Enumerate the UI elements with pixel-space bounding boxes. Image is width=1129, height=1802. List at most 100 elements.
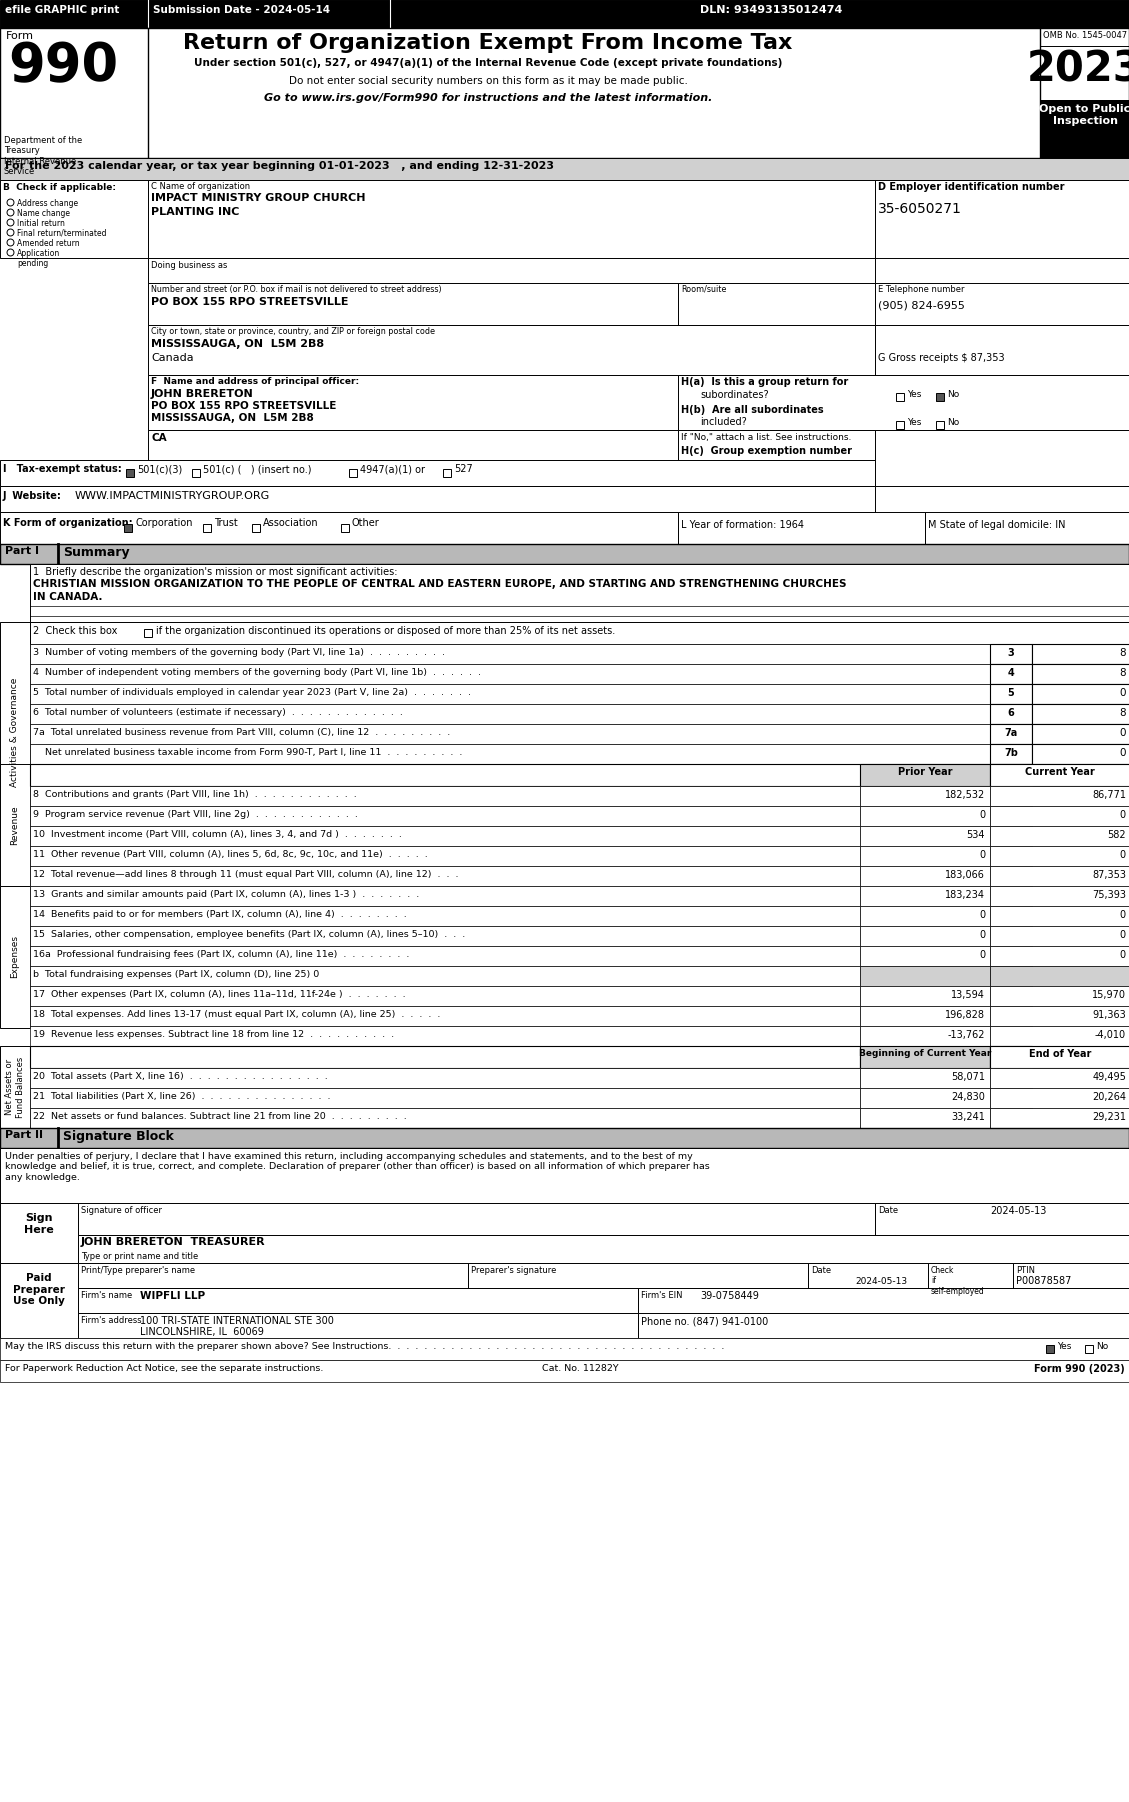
Bar xyxy=(990,845,1032,867)
Bar xyxy=(875,1204,1129,1234)
Bar xyxy=(78,1234,1129,1263)
Text: Expenses: Expenses xyxy=(10,935,19,978)
Bar xyxy=(990,685,1032,705)
Text: 0: 0 xyxy=(1120,930,1126,941)
Text: Amended return: Amended return xyxy=(17,240,80,249)
Bar xyxy=(860,1069,990,1088)
Bar xyxy=(78,1263,469,1288)
Text: 0: 0 xyxy=(979,851,984,860)
Text: Date: Date xyxy=(811,1267,831,1276)
Text: 9  Program service revenue (Part VIII, line 2g)  .  .  .  .  .  .  .  .  .  .  .: 9 Program service revenue (Part VIII, li… xyxy=(33,811,358,818)
Bar xyxy=(990,764,1129,786)
Text: LINCOLNSHIRE, IL  60069: LINCOLNSHIRE, IL 60069 xyxy=(140,1326,264,1337)
Text: Association: Association xyxy=(263,517,318,528)
Text: Submission Date - 2024-05-14: Submission Date - 2024-05-14 xyxy=(154,5,330,14)
Bar xyxy=(990,867,1129,887)
Text: 21  Total liabilities (Part X, line 26)  .  .  .  .  .  .  .  .  .  .  .  .  .  : 21 Total liabilities (Part X, line 26) .… xyxy=(33,1092,331,1101)
Bar xyxy=(679,283,875,324)
Bar xyxy=(148,180,875,258)
Bar xyxy=(30,986,860,1006)
Text: Cat. No. 11282Y: Cat. No. 11282Y xyxy=(542,1364,619,1373)
Text: Type or print name and title: Type or print name and title xyxy=(81,1252,199,1261)
Text: No: No xyxy=(947,418,960,427)
Bar xyxy=(990,906,1032,926)
Text: 7b: 7b xyxy=(1004,748,1018,759)
Bar xyxy=(30,663,990,685)
Bar xyxy=(990,1069,1129,1088)
Bar xyxy=(192,469,200,478)
Text: 501(c)(3): 501(c)(3) xyxy=(137,463,182,474)
Text: DLN: 93493135012474: DLN: 93493135012474 xyxy=(700,5,842,14)
Text: 534: 534 xyxy=(966,831,984,840)
Text: J  Website:: J Website: xyxy=(3,490,62,501)
Bar xyxy=(860,786,990,805)
Text: D Employer identification number: D Employer identification number xyxy=(878,182,1065,193)
Text: 183,066: 183,066 xyxy=(945,870,984,879)
Text: MISSISSAUGA, ON  L5M 2B8: MISSISSAUGA, ON L5M 2B8 xyxy=(151,339,324,350)
Text: Trust: Trust xyxy=(215,517,238,528)
Text: P00878587: P00878587 xyxy=(1016,1276,1071,1287)
Bar xyxy=(469,1263,808,1288)
Text: May the IRS discuss this return with the preparer shown above? See Instructions.: May the IRS discuss this return with the… xyxy=(5,1342,725,1352)
Text: 4947(a)(1) or: 4947(a)(1) or xyxy=(360,463,425,474)
Bar xyxy=(0,180,148,258)
Text: Name change: Name change xyxy=(17,209,70,218)
Text: 17  Other expenses (Part IX, column (A), lines 11a–11d, 11f-24e )  .  .  .  .  .: 17 Other expenses (Part IX, column (A), … xyxy=(33,989,405,998)
Bar xyxy=(638,1314,1129,1339)
Text: 0: 0 xyxy=(1120,688,1126,697)
Bar xyxy=(78,1288,638,1314)
Text: C Name of organization: C Name of organization xyxy=(151,182,251,191)
Bar xyxy=(990,805,1032,825)
Bar xyxy=(990,887,1032,906)
Text: 0: 0 xyxy=(1120,910,1126,921)
Text: Open to Public
Inspection: Open to Public Inspection xyxy=(1040,105,1129,126)
Text: -13,762: -13,762 xyxy=(947,1031,984,1040)
Text: 5: 5 xyxy=(1007,688,1014,697)
Text: 4  Number of independent voting members of the governing body (Part VI, line 1b): 4 Number of independent voting members o… xyxy=(33,669,481,678)
Text: JOHN BRERETON  TREASURER: JOHN BRERETON TREASURER xyxy=(81,1236,265,1247)
Text: 33,241: 33,241 xyxy=(951,1112,984,1123)
Text: 10  Investment income (Part VIII, column (A), lines 3, 4, and 7d )  .  .  .  .  : 10 Investment income (Part VIII, column … xyxy=(33,831,402,840)
Bar xyxy=(860,926,990,946)
Bar xyxy=(0,512,679,544)
Bar xyxy=(1032,643,1129,663)
Bar xyxy=(30,1025,860,1045)
Text: IN CANADA.: IN CANADA. xyxy=(33,593,103,602)
Text: 15,970: 15,970 xyxy=(1092,989,1126,1000)
Bar xyxy=(341,524,349,532)
Bar xyxy=(0,1361,1129,1382)
Text: CHRISTIAN MISSION ORGANIZATION TO THE PEOPLE OF CENTRAL AND EASTERN EUROPE, AND : CHRISTIAN MISSION ORGANIZATION TO THE PE… xyxy=(33,578,847,589)
Bar xyxy=(990,946,1129,966)
Bar xyxy=(0,622,30,842)
Bar xyxy=(124,524,132,532)
Bar xyxy=(30,744,990,764)
Bar xyxy=(1032,724,1129,744)
Bar xyxy=(990,986,1129,1006)
Bar xyxy=(936,393,944,402)
Bar xyxy=(990,705,1032,724)
Bar xyxy=(0,29,148,159)
Bar xyxy=(860,845,990,867)
Bar xyxy=(0,487,875,512)
Bar xyxy=(1032,685,1129,705)
Text: Form: Form xyxy=(6,31,34,41)
Bar xyxy=(936,422,944,429)
Bar xyxy=(30,622,1129,643)
Text: WIPFLI LLP: WIPFLI LLP xyxy=(140,1290,205,1301)
Bar xyxy=(30,685,990,705)
Text: Part II: Part II xyxy=(5,1130,43,1141)
Bar xyxy=(0,1204,78,1263)
Text: 7a  Total unrelated business revenue from Part VIII, column (C), line 12  .  .  : 7a Total unrelated business revenue from… xyxy=(33,728,450,737)
Bar xyxy=(896,393,904,402)
Bar xyxy=(148,324,875,375)
Bar xyxy=(443,469,450,478)
Bar xyxy=(875,324,1129,375)
Bar xyxy=(860,764,990,786)
Text: L Year of formation: 1964: L Year of formation: 1964 xyxy=(681,521,804,530)
Text: Initial return: Initial return xyxy=(17,220,64,229)
Text: 13  Grants and similar amounts paid (Part IX, column (A), lines 1-3 )  .  .  .  : 13 Grants and similar amounts paid (Part… xyxy=(33,890,419,899)
Text: Yes: Yes xyxy=(1057,1342,1071,1352)
Text: -4,010: -4,010 xyxy=(1095,1031,1126,1040)
Bar xyxy=(1040,99,1129,159)
Text: b  Total fundraising expenses (Part IX, column (D), line 25) 0: b Total fundraising expenses (Part IX, c… xyxy=(33,969,320,978)
